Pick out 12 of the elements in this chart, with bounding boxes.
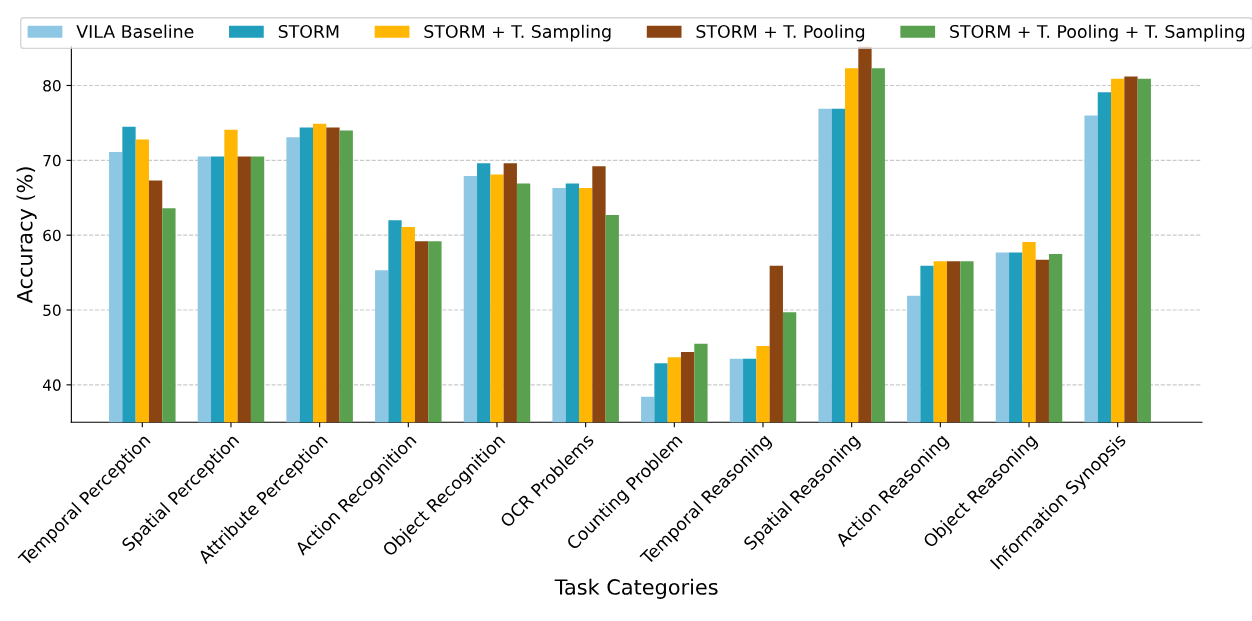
y-tick-label: 40 <box>42 379 61 391</box>
y-tick-label: 60 <box>43 229 61 242</box>
legend-label: STORM <box>278 24 339 39</box>
legend-label: STORM + T. Sampling <box>424 24 611 42</box>
y-tick-label: 80 <box>43 79 61 92</box>
legend-label: VILA Baseline <box>76 24 194 39</box>
x-axis-title: Task Categories <box>554 578 718 599</box>
legend-label: STORM + T. Pooling + T. Sampling <box>950 24 1245 42</box>
legend-label: STORM + T. Pooling <box>696 24 865 42</box>
y-tick-label: 70 <box>43 154 61 167</box>
y-axis-title: Accuracy (%) <box>16 167 37 304</box>
y-tick-label: 50 <box>43 304 61 317</box>
